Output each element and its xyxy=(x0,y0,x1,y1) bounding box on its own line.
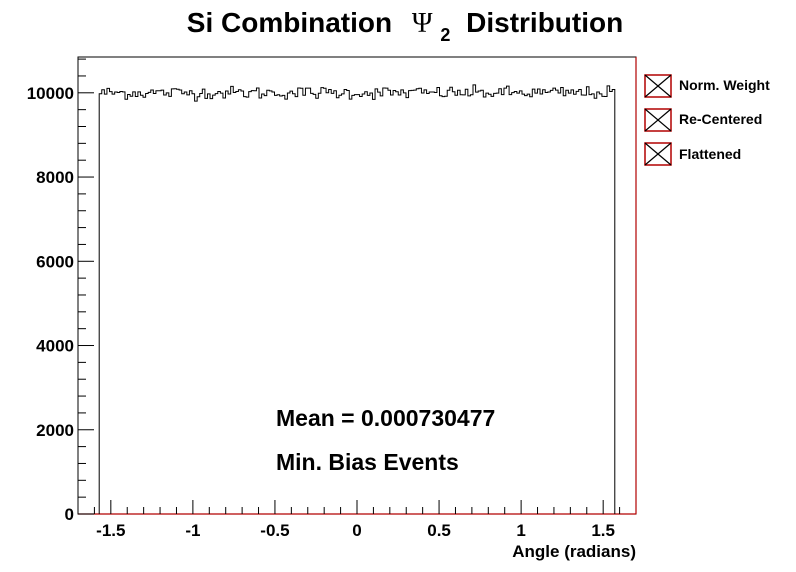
mean-annotation: Mean = 0.000730477 xyxy=(276,405,495,431)
chart-title-suffix: Distribution xyxy=(466,7,623,38)
legend-entry: Flattened xyxy=(644,142,741,166)
chart-title-prefix: Si Combination xyxy=(187,7,392,38)
plot-frame xyxy=(77,56,637,515)
y-tick-label: 4000 xyxy=(36,337,74,356)
chart-title-subscript: 2 xyxy=(440,25,450,45)
x-tick-label: 0.5 xyxy=(427,521,451,540)
legend-entry: Norm. Weight xyxy=(644,74,770,98)
x-axis-label: Angle (radians) xyxy=(512,542,636,561)
legend-label-re-centered: Re-Centered xyxy=(679,111,762,127)
legend-marker-icon xyxy=(644,142,672,166)
legend-marker-icon xyxy=(644,74,672,98)
chart-title: Si Combination Ψ 2 Distribution xyxy=(187,7,623,47)
legend-marker-icon xyxy=(644,108,672,132)
legend-entry: Re-Centered xyxy=(644,108,762,132)
x-tick-label: 0 xyxy=(352,521,361,540)
histogram-series xyxy=(98,84,616,515)
x-tick-label: 1.5 xyxy=(591,521,615,540)
x-tick-label: -1.5 xyxy=(96,521,125,540)
y-tick-label: 8000 xyxy=(36,168,74,187)
legend-label-norm-weight: Norm. Weight xyxy=(679,77,770,93)
x-tick-label: -1 xyxy=(185,521,200,540)
y-tick-label: 0 xyxy=(65,505,74,524)
y-tick-label: 6000 xyxy=(36,252,74,271)
x-tick-label: 1 xyxy=(516,521,525,540)
legend-label-flattened: Flattened xyxy=(679,146,741,162)
events-annotation: Min. Bias Events xyxy=(276,449,459,475)
legend: Norm. Weight Re-Centered Flattened xyxy=(644,74,770,166)
axes: 0 2000 4000 6000 8000 10000 -1.5 -1 -0.5 0 0.5 1 1.5 xyxy=(27,58,621,540)
y-tick-label: 2000 xyxy=(36,421,74,440)
y-tick-label: 10000 xyxy=(27,84,74,103)
chart-title-symbol: Ψ xyxy=(412,8,433,39)
x-tick-label: -0.5 xyxy=(260,521,289,540)
histogram-line xyxy=(98,84,616,515)
